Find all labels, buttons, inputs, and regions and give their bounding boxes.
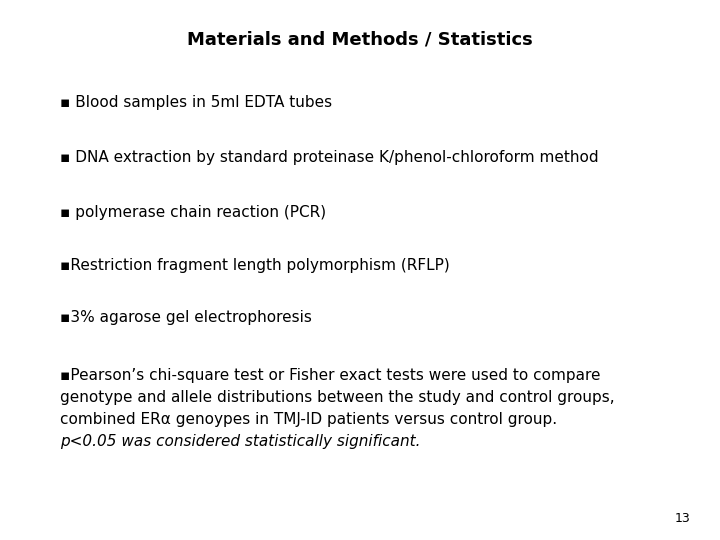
Text: ▪ polymerase chain reaction (PCR): ▪ polymerase chain reaction (PCR) — [60, 205, 326, 220]
Text: genotype and allele distributions between the study and control groups,: genotype and allele distributions betwee… — [60, 390, 615, 405]
Text: 13: 13 — [674, 512, 690, 525]
Text: combined ERα genoypes in TMJ-ID patients versus control group.: combined ERα genoypes in TMJ-ID patients… — [60, 412, 557, 427]
Text: Materials and Methods / Statistics: Materials and Methods / Statistics — [187, 30, 533, 48]
Text: ▪3% agarose gel electrophoresis: ▪3% agarose gel electrophoresis — [60, 310, 312, 325]
Text: ▪ DNA extraction by standard proteinase K/phenol-chloroform method: ▪ DNA extraction by standard proteinase … — [60, 150, 598, 165]
Text: ▪Pearson’s chi-square test or Fisher exact tests were used to compare: ▪Pearson’s chi-square test or Fisher exa… — [60, 368, 600, 383]
Text: ▪ Blood samples in 5ml EDTA tubes: ▪ Blood samples in 5ml EDTA tubes — [60, 95, 332, 110]
Text: ▪Restriction fragment length polymorphism (RFLP): ▪Restriction fragment length polymorphis… — [60, 258, 450, 273]
Text: p<0.05 was considered statistically significant.: p<0.05 was considered statistically sign… — [60, 434, 420, 449]
